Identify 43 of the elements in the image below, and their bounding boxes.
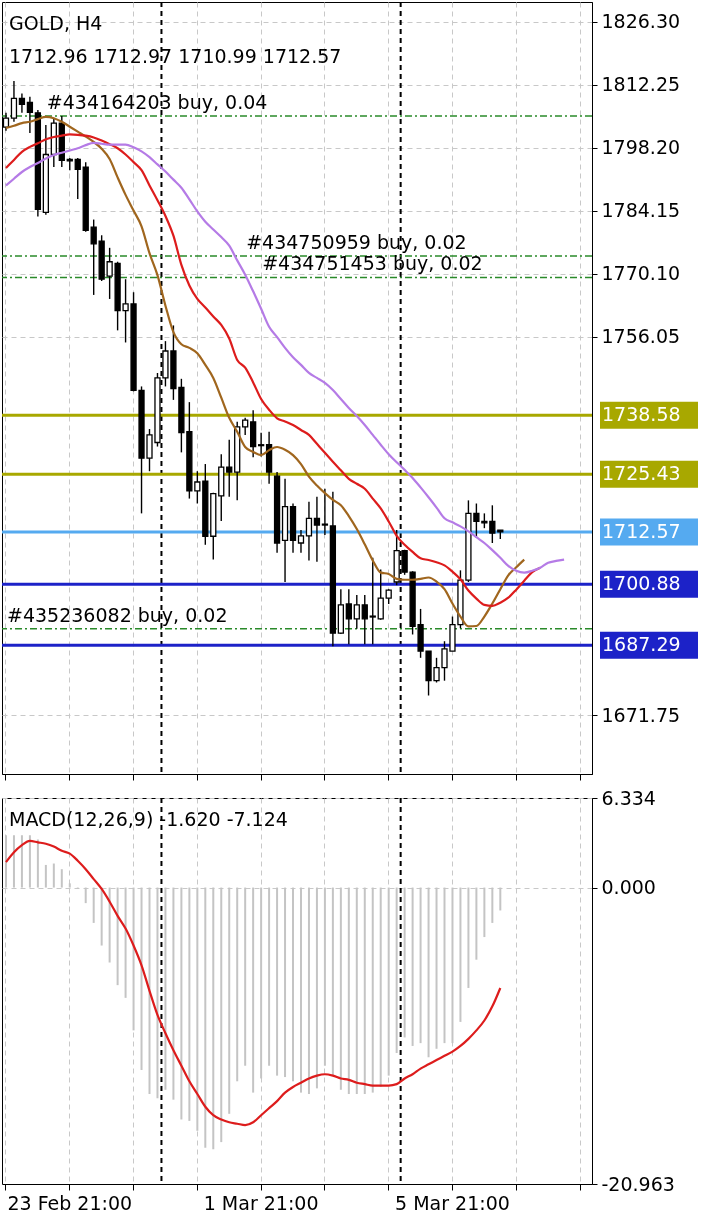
ref-line-label: #434164203 buy, 0.04 xyxy=(46,90,268,113)
ref-line-label: 1700.88 xyxy=(602,572,681,595)
x-tick-label: 23 Feb 21:00 xyxy=(7,1191,133,1214)
candlestick xyxy=(26,95,34,134)
text: 1712.96 1712.97 1710.99 1712.57 xyxy=(9,45,342,67)
y-tick-label: -20.963 xyxy=(601,1172,675,1195)
x-tick-label: 1 Mar 21:00 xyxy=(203,1191,319,1214)
candlestick xyxy=(313,496,321,563)
bar xyxy=(44,864,47,888)
candlestick xyxy=(305,501,313,562)
bar xyxy=(52,863,55,888)
line-series xyxy=(4,839,502,1127)
ref-line-label: 1712.57 xyxy=(602,519,681,542)
y-tick-label: 1798.20 xyxy=(601,136,681,159)
y-tick-label: 1784.15 xyxy=(601,199,681,222)
y-tick-label: 0.000 xyxy=(601,876,656,899)
candlestick xyxy=(345,588,352,646)
ref-line-label: 1687.29 xyxy=(602,633,681,656)
candlestick xyxy=(361,594,368,646)
candlestick xyxy=(377,568,384,621)
candlestick xyxy=(297,529,305,554)
y-tick-label: 1812.25 xyxy=(601,73,681,96)
candlestick xyxy=(226,439,233,498)
ref-line-label: 1738.58 xyxy=(602,403,681,426)
candlestick xyxy=(90,218,97,296)
y-tick-label: 1671.75 xyxy=(601,703,681,726)
y-tick-label: 1770.10 xyxy=(601,262,681,285)
candlestick xyxy=(18,92,26,114)
candlestick xyxy=(321,488,329,536)
y-tick-label: 1756.05 xyxy=(601,325,681,348)
bar xyxy=(36,839,39,888)
text: GOLD, H4 xyxy=(9,12,103,34)
text: MACD(12,26,9) -1.620 -7.124 xyxy=(9,808,288,830)
candlestick xyxy=(353,594,360,630)
ref-line-label: #435236082 buy, 0.02 xyxy=(7,603,228,626)
ref-line-label: 1725.43 xyxy=(602,462,681,485)
candlestick xyxy=(74,157,81,200)
x-tick-label: 5 Mar 21:00 xyxy=(395,1191,510,1214)
ref-line-label: #434751453 buy, 0.02 xyxy=(262,252,483,275)
candlestick xyxy=(10,80,18,123)
y-tick-label: 6.334 xyxy=(601,786,656,809)
ref-line-label: #434750959 buy, 0.02 xyxy=(246,230,467,253)
y-tick-label: 1826.30 xyxy=(601,10,681,33)
